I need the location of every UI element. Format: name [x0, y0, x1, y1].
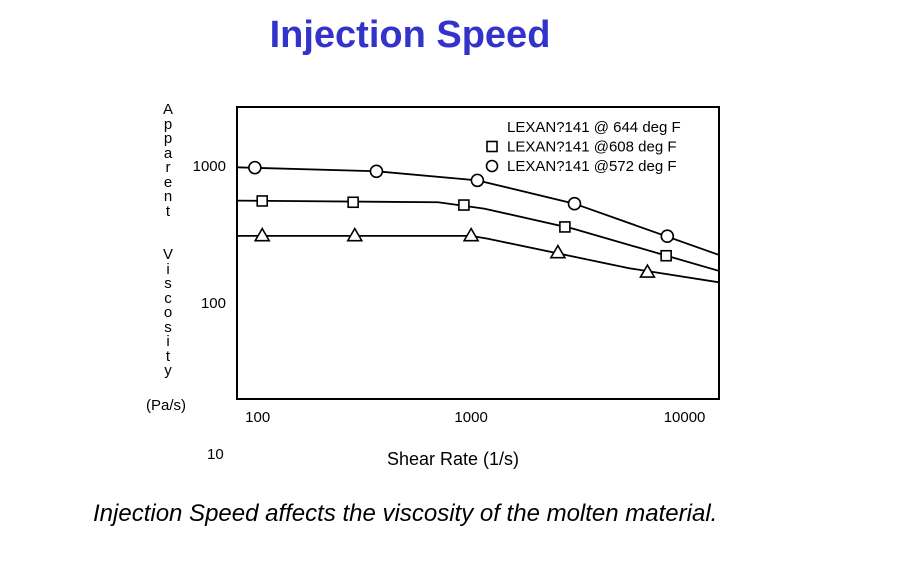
y-axis-unit: (Pa/s) — [146, 397, 187, 414]
legend-label: LEXAN?141 @608 deg F — [507, 139, 677, 156]
data-point-triangle — [346, 227, 364, 242]
data-point-circle — [369, 164, 384, 179]
y-axis-label-char: e — [163, 173, 173, 191]
y-axis-label-char: p — [163, 130, 173, 147]
series-line-triangle — [237, 234, 719, 284]
y-axis-label-char: s — [164, 275, 172, 292]
data-point-triangle — [462, 227, 480, 242]
series-line-square — [237, 199, 719, 272]
y-axis-label-char: i — [166, 260, 170, 278]
y-axis-label-char: s — [164, 318, 172, 336]
x-axis-label: Shear Rate (1/s) — [387, 449, 520, 469]
y-axis-label-char: i — [166, 333, 170, 350]
y-axis-label-char: V — [162, 246, 173, 263]
data-point-circle — [567, 196, 582, 211]
x-tick-label: 10000 — [664, 409, 706, 426]
data-point-circle — [248, 160, 262, 175]
data-point-square — [559, 221, 571, 233]
data-point-square — [347, 196, 359, 209]
legend-square-marker — [486, 140, 498, 153]
y-tick-label-extra: 10 — [207, 446, 224, 463]
data-point-square — [458, 199, 470, 211]
y-axis-label-char: t — [165, 347, 171, 365]
plot-frame — [236, 106, 720, 400]
y-axis-label-char: A — [162, 101, 173, 118]
x-tick-label: 1000 — [454, 409, 487, 426]
data-point-triangle — [549, 244, 567, 259]
data-point-circle — [470, 173, 485, 188]
data-point-triangle — [639, 263, 656, 278]
y-tick-label: 100 — [201, 295, 226, 312]
y-axis-label-char: c — [164, 289, 172, 307]
slide-title: Injection Speed — [269, 14, 551, 56]
y-axis-label-char: n — [163, 188, 173, 205]
data-point-circle — [660, 229, 675, 244]
legend-label: LEXAN?141 @ 644 deg F — [507, 119, 681, 136]
y-axis-label-char: a — [163, 144, 173, 162]
x-tick-label: 100 — [245, 409, 270, 426]
legend-label: LEXAN?141 @572 deg F — [507, 158, 677, 175]
data-point-triangle — [253, 227, 271, 242]
y-axis-label-char: o — [163, 304, 173, 321]
data-point-square — [256, 195, 269, 207]
y-axis-label-char: y — [164, 362, 172, 379]
y-axis-label-char: t — [165, 202, 171, 220]
y-axis-label-char: r — [165, 159, 171, 176]
legend-circle-marker — [485, 159, 499, 173]
y-tick-label: 1000 — [193, 158, 226, 175]
y-axis-label-char: p — [163, 115, 173, 133]
data-point-square — [660, 249, 672, 262]
slide-caption: Injection Speed affects the viscosity of… — [93, 500, 718, 527]
